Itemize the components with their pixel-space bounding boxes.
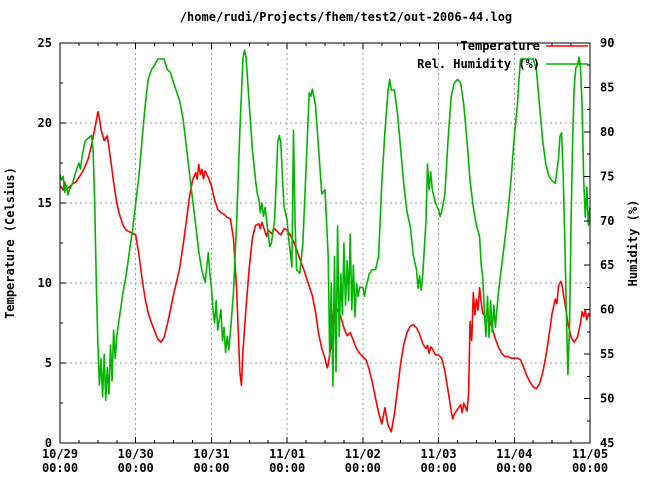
x-tick-label-date: 11/02 bbox=[345, 447, 381, 461]
plot-frame bbox=[59, 42, 591, 444]
x-tick-label-date: 10/30 bbox=[118, 447, 154, 461]
chart-title: /home/rudi/Projects/fhem/test2/out-2006-… bbox=[180, 10, 512, 24]
left-axis-label: Temperature (Celsius) bbox=[3, 167, 17, 319]
series-line-temperature bbox=[59, 111, 591, 433]
y-right-tick-label: 85 bbox=[600, 80, 614, 94]
x-tick-label-date: 11/04 bbox=[496, 447, 532, 461]
x-tick-label-time: 00:00 bbox=[572, 461, 608, 475]
x-tick-label-date: 11/05 bbox=[572, 447, 608, 461]
x-tick-label-time: 00:00 bbox=[421, 461, 457, 475]
x-tick-label-time: 00:00 bbox=[42, 461, 78, 475]
right-axis-label: Humidity (%) bbox=[626, 200, 640, 287]
y-right-tick-label: 60 bbox=[600, 303, 614, 317]
y-left-tick-label: 5 bbox=[45, 356, 52, 370]
x-tick-label-date: 11/01 bbox=[269, 447, 305, 461]
y-right-tick-label: 90 bbox=[600, 36, 614, 50]
y-left-tick-label: 25 bbox=[38, 36, 52, 50]
plot-border bbox=[59, 42, 591, 444]
x-tick-label-time: 00:00 bbox=[118, 461, 154, 475]
y-left-tick-label: 0 bbox=[45, 436, 52, 450]
grid-lines bbox=[60, 43, 590, 443]
y-right-tick-label: 50 bbox=[600, 392, 614, 406]
x-tick-label-date: 11/03 bbox=[421, 447, 457, 461]
x-tick-label-time: 00:00 bbox=[193, 461, 229, 475]
series-line-humidity bbox=[59, 49, 591, 402]
y-right-tick-label: 75 bbox=[600, 169, 614, 183]
x-tick-label-date: 10/31 bbox=[193, 447, 229, 461]
y-left-tick-label: 15 bbox=[38, 196, 52, 210]
legend: Temperature Rel. Humidity (%) bbox=[417, 39, 588, 71]
y-left-tick-label: 10 bbox=[38, 276, 52, 290]
data-series bbox=[59, 49, 591, 433]
y-right-tick-label: 80 bbox=[600, 125, 614, 139]
y-right-tick-label: 70 bbox=[600, 214, 614, 228]
tick-labels: 05101520254550556065707580859010/2900:00… bbox=[38, 36, 615, 475]
y-left-tick-label: 20 bbox=[38, 116, 52, 130]
y-right-tick-label: 55 bbox=[600, 347, 614, 361]
y-right-tick-label: 65 bbox=[600, 258, 614, 272]
y-right-tick-label: 45 bbox=[600, 436, 614, 450]
x-tick-label-time: 00:00 bbox=[269, 461, 305, 475]
legend-humidity-label: Rel. Humidity (%) bbox=[417, 57, 540, 71]
legend-temperature-label: Temperature bbox=[461, 39, 540, 53]
x-tick-label-date: 10/29 bbox=[42, 447, 78, 461]
x-tick-label-time: 00:00 bbox=[345, 461, 381, 475]
x-tick-label-time: 00:00 bbox=[496, 461, 532, 475]
